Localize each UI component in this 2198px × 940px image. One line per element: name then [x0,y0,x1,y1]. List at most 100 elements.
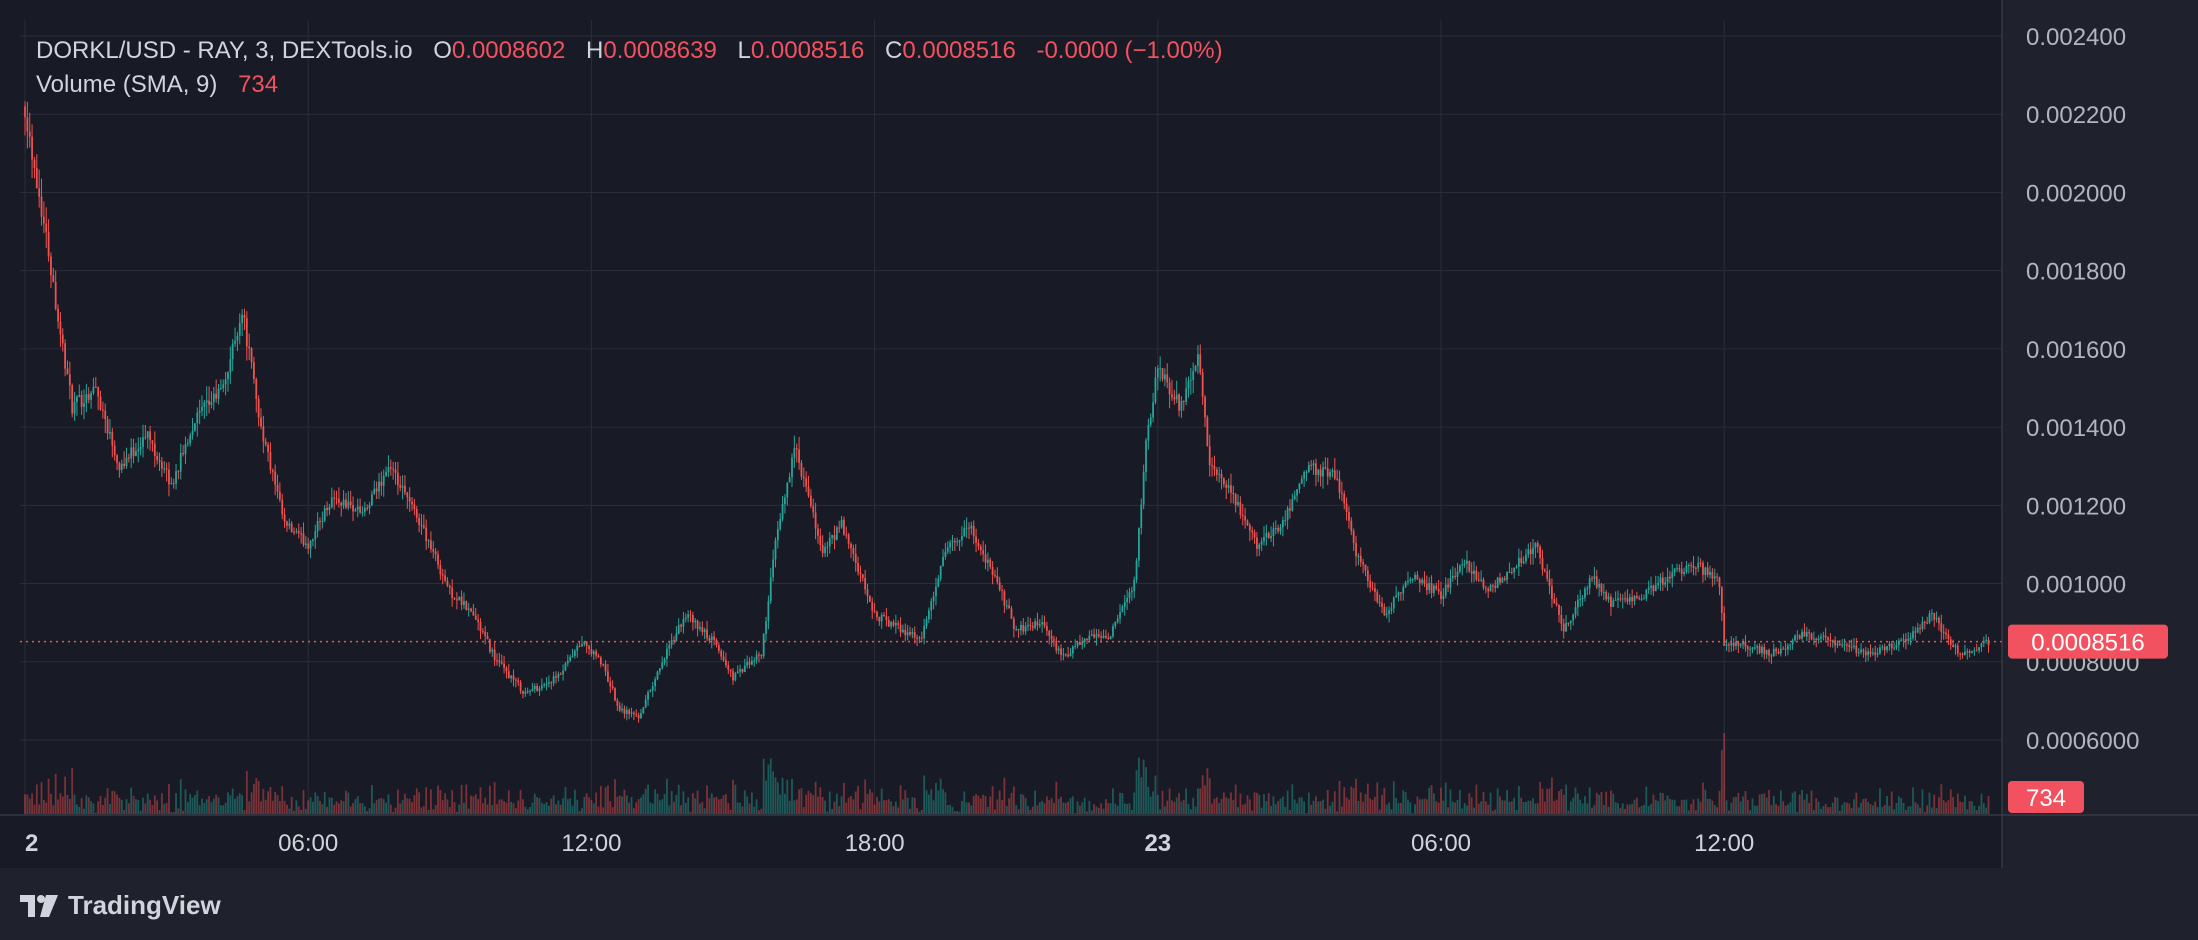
candle-body [231,343,234,360]
volume-bar [1473,807,1475,814]
candle-body [498,660,501,663]
candle-body [623,708,626,714]
candle-body [585,641,588,646]
candles [24,101,1990,723]
candle-body [1451,576,1454,578]
candle-body [611,686,614,689]
volume-bar [262,789,265,814]
volume-bar [352,802,354,814]
volume-bar [1463,803,1466,814]
volume-bar [64,776,67,814]
candle-body [172,483,175,485]
candle-body [295,531,298,533]
candle-body [92,386,95,393]
price-axis[interactable]: 0.0024000.0022000.0020000.0018000.001600… [2001,0,2139,868]
tradingview-logo[interactable]: TradingView [20,890,221,921]
volume-bar [663,794,666,814]
candle-body [607,671,609,682]
volume-bar [163,803,166,814]
volume-bar [1850,807,1853,814]
candle-body [156,455,159,461]
candle-body [1543,569,1546,572]
candle-body [1921,621,1924,629]
volume-bar [1678,806,1681,814]
volume-bar [1638,807,1641,814]
symbol-title[interactable]: DORKL/USD - RAY, 3, DEXTools.io [36,37,413,64]
candle-body [455,599,458,601]
volume-bar [1060,796,1062,814]
time-tick-label: 12:00 [1694,830,1754,857]
candle-body [76,396,78,402]
plot-area[interactable] [0,0,2002,868]
candle-body [637,715,640,719]
volume-bar [276,795,279,814]
candle-body [526,691,529,693]
volume-bar [819,787,822,814]
volume-bar [1659,792,1662,814]
candle-body [949,542,952,548]
volume-bar [838,806,841,814]
candle-body [991,566,994,576]
volume-bar [203,802,206,814]
time-axis[interactable]: 2 06:00 12:00 18:00 23 06:00 12:00 [25,830,1754,857]
candle-body [337,498,340,503]
candle-body [472,611,475,616]
volume-bar [729,809,732,814]
candle-body [597,655,600,658]
volume-bar [1569,801,1572,814]
volume-bar [859,809,862,814]
volume-bar [668,805,671,814]
volume-bar [1728,810,1730,814]
volume-bar [1525,801,1527,814]
candle-body [1296,489,1298,496]
volume-bar [840,796,843,814]
volume-bar [630,797,633,814]
volume-bar [1739,801,1742,814]
volume-bar [1130,809,1133,814]
volume-bar [243,810,246,814]
candle-body [1942,632,1945,634]
candle-body [333,497,336,499]
candle-body [1456,571,1459,577]
candle-body [569,657,572,661]
volume-bar [1945,802,1947,814]
volume-bar [1834,796,1837,814]
volume-bar [1109,803,1112,814]
volume-bar [59,793,62,814]
candle-body [1430,583,1433,593]
volume-bar [1435,801,1438,814]
volume-bar [1694,810,1697,814]
volume-bar [1076,801,1079,814]
volume-bar [649,802,652,814]
volume-bar [1182,800,1185,814]
volume-bar [902,799,904,814]
candle-body [314,531,317,540]
volume-bar [375,800,378,814]
volume-bar [835,793,838,814]
candle-body [1772,648,1775,657]
volume-bar [970,805,973,814]
candle-body [1624,598,1626,600]
candle-body [614,688,616,701]
volume-bar [382,799,385,814]
volume-bar [1869,804,1872,814]
candle-body [1293,495,1296,500]
volume-bar [1862,799,1865,814]
volume-bar [1284,806,1287,814]
volume-bar [1428,787,1431,814]
volume-bar [1263,794,1265,814]
candle-body [1437,588,1440,592]
candle-body [994,575,996,577]
candle-body [1322,467,1324,477]
volume-bar [1270,806,1272,814]
volume-bar [885,800,888,814]
candle-body [120,463,123,470]
candle-body [644,699,647,708]
volume-label[interactable]: Volume (SMA, 9) [36,71,218,98]
candle-body [715,639,718,646]
volume-bar [182,810,185,814]
candle-body [750,660,753,665]
volume-bar [1843,802,1846,814]
candle-body [1626,598,1629,602]
